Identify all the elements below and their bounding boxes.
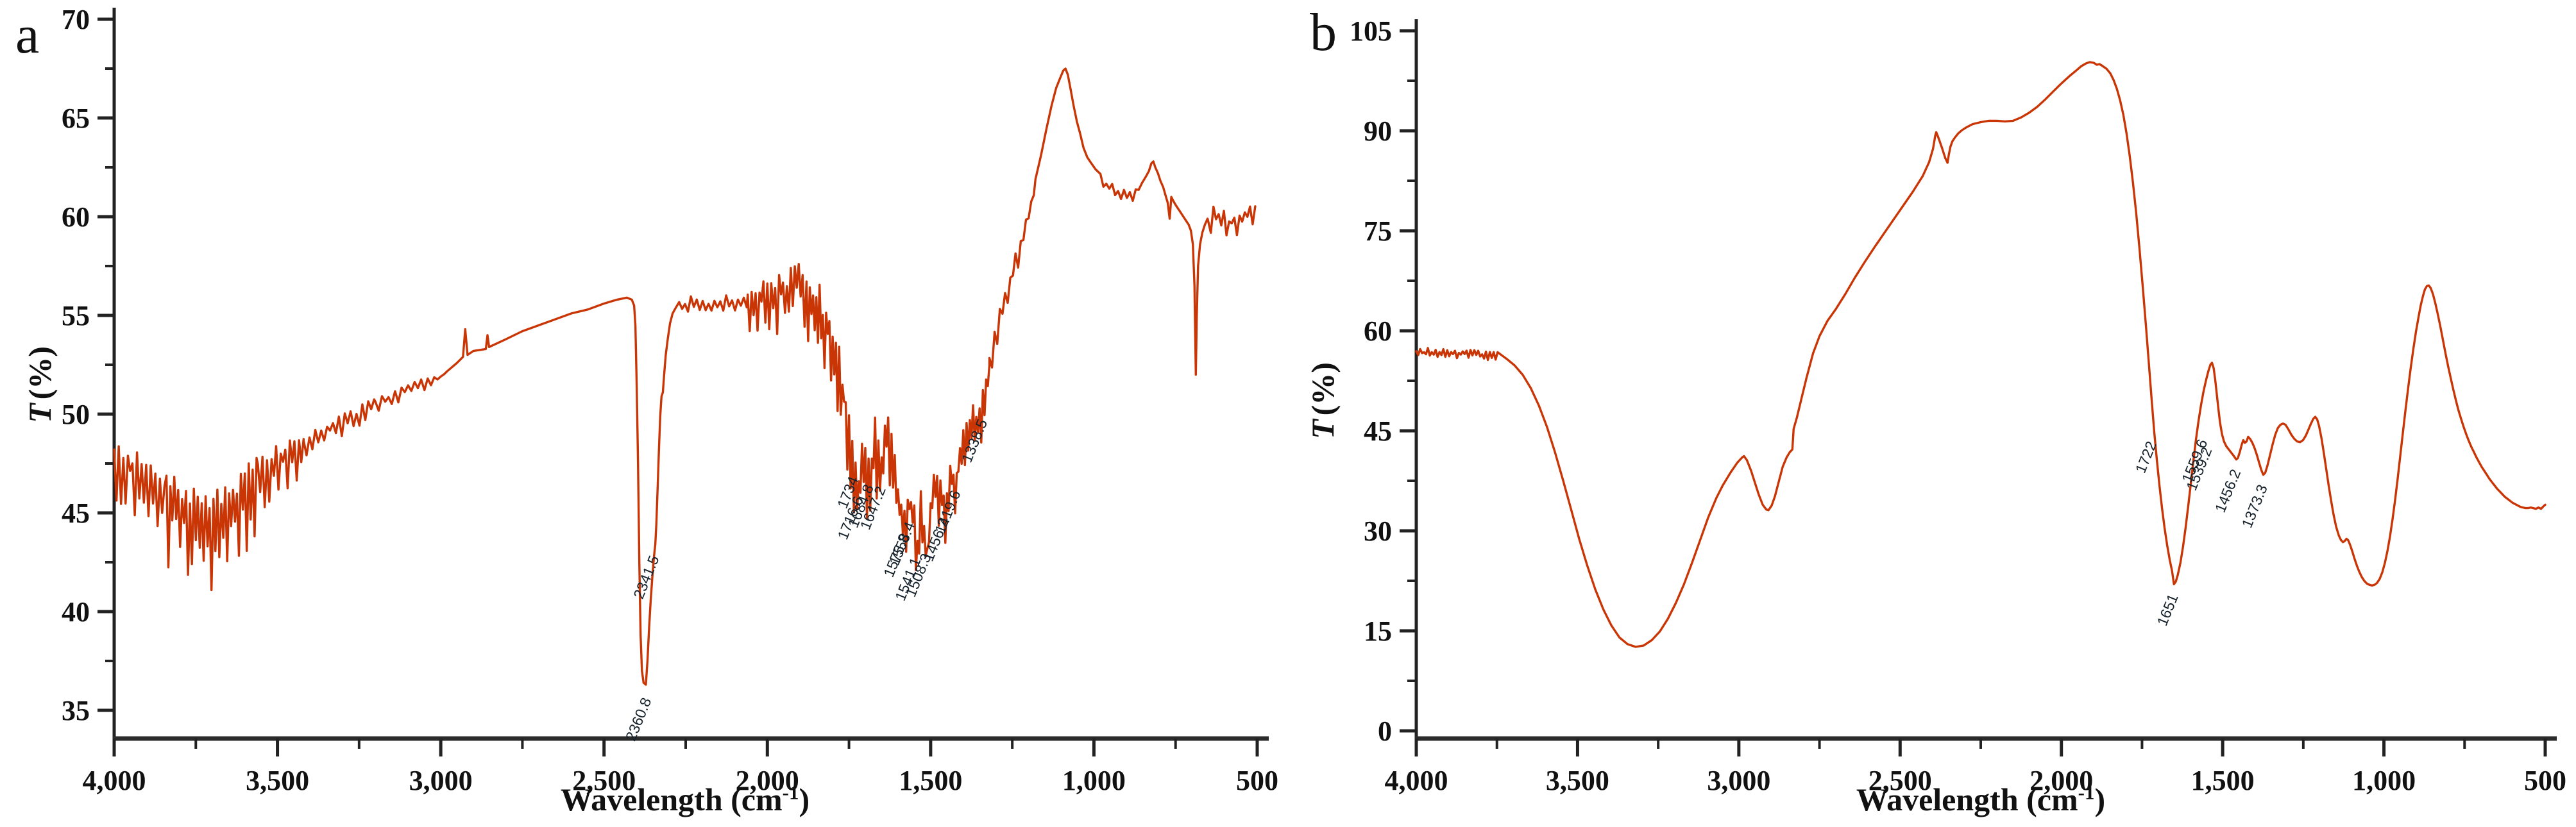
peak-label: 2360.8 xyxy=(622,695,654,743)
x-tick-label: 2,000 xyxy=(736,765,799,796)
y-tick-label: 105 xyxy=(1350,15,1392,47)
peak-label: 1373.3 xyxy=(2239,482,2271,530)
y-tick-label: 55 xyxy=(62,300,90,331)
x-tick-label: 500 xyxy=(1236,765,1278,796)
y-tick-label: 45 xyxy=(1364,415,1392,447)
panel-a: a 70 65 60 55 50 45 40 35 4,000 3,500 3,000 2,500 2,… xyxy=(15,4,1278,817)
peak-label: 2341.5 xyxy=(630,553,662,601)
peak-label: 1456.2 xyxy=(2212,467,2244,515)
ftir-plot-b: 105 90 75 60 45 30 15 0 4,000 3,500 3,000 2,500 2,00… xyxy=(1350,15,2566,796)
x-tick-label: 3,500 xyxy=(246,765,309,796)
x-tick-label: 4,000 xyxy=(1385,765,1448,796)
x-tick-label: 2,000 xyxy=(2029,765,2093,796)
y-axis-title-a: T(%) xyxy=(22,346,58,423)
x-tick-label: 4,000 xyxy=(83,765,146,796)
x-tick-label: 1,500 xyxy=(899,765,962,796)
panel-letter-b: b xyxy=(1310,3,1337,62)
x-tick-label: 3,000 xyxy=(409,765,473,796)
x-tick-label: 1,500 xyxy=(2191,765,2255,796)
x-axis-title-a: Wavelength (cm-1) xyxy=(560,781,810,817)
x-tick-label: 1,000 xyxy=(2352,765,2416,796)
panel-letter-a: a xyxy=(15,5,40,65)
ftir-plot-a: 70 65 60 55 50 45 40 35 4,000 3,500 3,000 2,500 2,00… xyxy=(62,4,1278,796)
y-tick-label: 65 xyxy=(62,103,90,134)
y-tick-label: 50 xyxy=(62,399,90,430)
x-tick-label: 2,500 xyxy=(572,765,636,796)
y-axis-title-b: T(%) xyxy=(1305,362,1341,439)
x-tick-label: 2,500 xyxy=(1868,765,1932,796)
panel-b: b 105 90 75 60 45 30 15 0 4,000 3,500 3,000 2,500 2,… xyxy=(1288,0,2576,827)
x-tick-label: 3,500 xyxy=(1546,765,1609,796)
y-tick-label: 40 xyxy=(62,596,90,628)
y-tick-label: 90 xyxy=(1364,115,1392,147)
y-tick-label: 30 xyxy=(1364,515,1392,547)
peak-label: 1651 xyxy=(2153,592,2181,628)
y-tick-label: 60 xyxy=(1364,315,1392,347)
y-tick-label: 45 xyxy=(62,497,90,529)
spectrum-curve xyxy=(1415,61,2546,648)
x-axis-title-b: Wavelength (cm-1) xyxy=(1856,781,2106,817)
spectrum-curve xyxy=(113,67,1257,686)
y-tick-label: 15 xyxy=(1364,615,1392,647)
y-tick-label: 70 xyxy=(62,4,90,35)
x-tick-label: 500 xyxy=(2524,765,2566,796)
y-tick-label: 60 xyxy=(62,201,90,233)
x-tick-label: 3,000 xyxy=(1707,765,1770,796)
x-tick-label: 1,000 xyxy=(1062,765,1126,796)
y-tick-label: 35 xyxy=(62,695,90,726)
y-tick-label: 0 xyxy=(1378,715,1392,747)
y-tick-label: 75 xyxy=(1364,215,1392,247)
